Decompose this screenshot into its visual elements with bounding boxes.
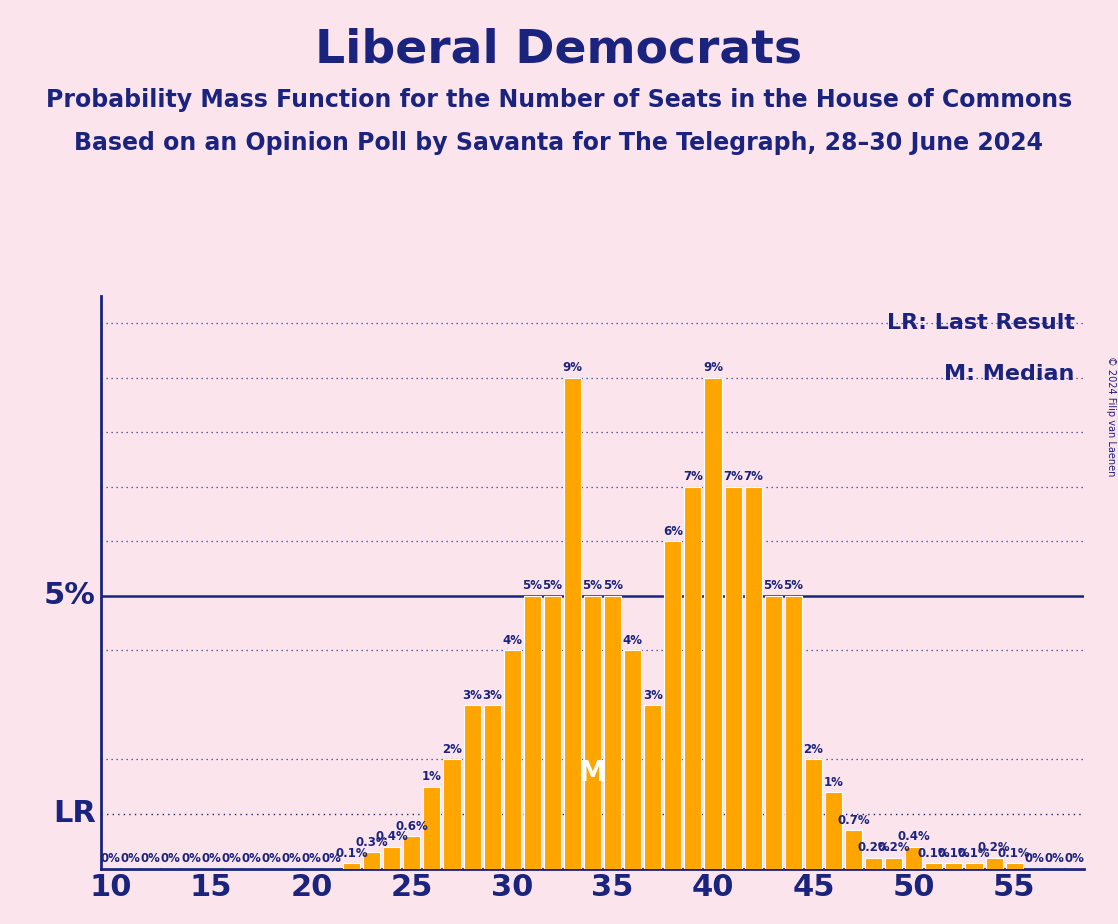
Text: 0.1%: 0.1% (958, 846, 991, 860)
Text: LR: LR (53, 799, 96, 829)
Text: 0%: 0% (322, 852, 341, 865)
Text: 5%: 5% (522, 579, 542, 592)
Text: 5%: 5% (784, 579, 804, 592)
Text: 0.4%: 0.4% (898, 831, 930, 844)
Text: 0.3%: 0.3% (356, 836, 388, 849)
Bar (444, 760, 461, 869)
Text: 0%: 0% (1044, 852, 1064, 865)
Bar (523, 596, 541, 869)
Bar (865, 857, 882, 869)
Text: 5%: 5% (603, 579, 623, 592)
Text: 0%: 0% (1024, 852, 1044, 865)
Bar (1006, 863, 1023, 869)
Bar (926, 863, 942, 869)
Text: Based on an Opinion Poll by Savanta for The Telegraph, 28–30 June 2024: Based on an Opinion Poll by Savanta for … (75, 131, 1043, 155)
Bar (383, 846, 400, 869)
Bar (986, 857, 1003, 869)
Bar (825, 792, 842, 869)
Bar (684, 487, 701, 869)
Text: 0%: 0% (181, 852, 201, 865)
Text: 5%: 5% (542, 579, 562, 592)
Text: 0.6%: 0.6% (396, 820, 428, 833)
Text: 0.2%: 0.2% (878, 842, 910, 855)
Bar (966, 863, 983, 869)
Text: 3%: 3% (643, 688, 663, 701)
Bar (885, 857, 902, 869)
Text: 0.2%: 0.2% (978, 842, 1011, 855)
Bar (745, 487, 761, 869)
Bar (424, 786, 440, 869)
Text: 0%: 0% (121, 852, 141, 865)
Text: 0%: 0% (262, 852, 282, 865)
Bar (504, 650, 521, 869)
Text: M: Median: M: Median (945, 364, 1074, 384)
Text: 5%: 5% (764, 579, 784, 592)
Bar (563, 378, 581, 869)
Text: 0%: 0% (241, 852, 262, 865)
Text: LR: Last Result: LR: Last Result (887, 313, 1074, 333)
Bar (584, 596, 601, 869)
Text: 7%: 7% (723, 470, 743, 483)
Text: 5%: 5% (44, 581, 96, 610)
Text: Probability Mass Function for the Number of Seats in the House of Commons: Probability Mass Function for the Number… (46, 88, 1072, 112)
Bar (644, 705, 662, 869)
Text: 1%: 1% (421, 771, 442, 784)
Text: 0%: 0% (161, 852, 181, 865)
Text: 2%: 2% (442, 743, 462, 756)
Text: Liberal Democrats: Liberal Democrats (315, 28, 803, 73)
Bar (724, 487, 741, 869)
Bar (464, 705, 481, 869)
Text: 5%: 5% (582, 579, 603, 592)
Text: 0.4%: 0.4% (376, 831, 408, 844)
Text: 0%: 0% (221, 852, 241, 865)
Bar (765, 596, 781, 869)
Text: 2%: 2% (804, 743, 823, 756)
Text: 7%: 7% (743, 470, 764, 483)
Text: 0.1%: 0.1% (335, 846, 368, 860)
Text: © 2024 Filip van Laenen: © 2024 Filip van Laenen (1106, 356, 1116, 476)
Text: 4%: 4% (502, 634, 522, 647)
Bar (906, 846, 922, 869)
Text: 0%: 0% (302, 852, 321, 865)
Bar (363, 852, 380, 869)
Bar (785, 596, 802, 869)
Bar (704, 378, 721, 869)
Text: 1%: 1% (824, 776, 843, 789)
Bar (604, 596, 622, 869)
Bar (624, 650, 642, 869)
Bar (664, 541, 681, 869)
Text: M: M (579, 759, 606, 786)
Text: 0%: 0% (282, 852, 302, 865)
Text: 0%: 0% (1064, 852, 1084, 865)
Text: 0.1%: 0.1% (938, 846, 970, 860)
Bar (845, 831, 862, 869)
Bar (343, 863, 360, 869)
Text: 0%: 0% (141, 852, 161, 865)
Bar (404, 836, 420, 869)
Text: 6%: 6% (663, 525, 683, 538)
Bar (805, 760, 822, 869)
Text: 0.2%: 0.2% (858, 842, 890, 855)
Text: 7%: 7% (683, 470, 703, 483)
Text: 0.1%: 0.1% (998, 846, 1031, 860)
Text: 0.7%: 0.7% (837, 814, 870, 827)
Bar (946, 863, 963, 869)
Text: 4%: 4% (623, 634, 643, 647)
Text: 9%: 9% (703, 361, 723, 374)
Text: 3%: 3% (482, 688, 502, 701)
Text: 9%: 9% (562, 361, 582, 374)
Text: 0.1%: 0.1% (918, 846, 950, 860)
Text: 3%: 3% (462, 688, 482, 701)
Text: 0%: 0% (201, 852, 221, 865)
Bar (543, 596, 561, 869)
Text: 0%: 0% (101, 852, 121, 865)
Bar (484, 705, 501, 869)
